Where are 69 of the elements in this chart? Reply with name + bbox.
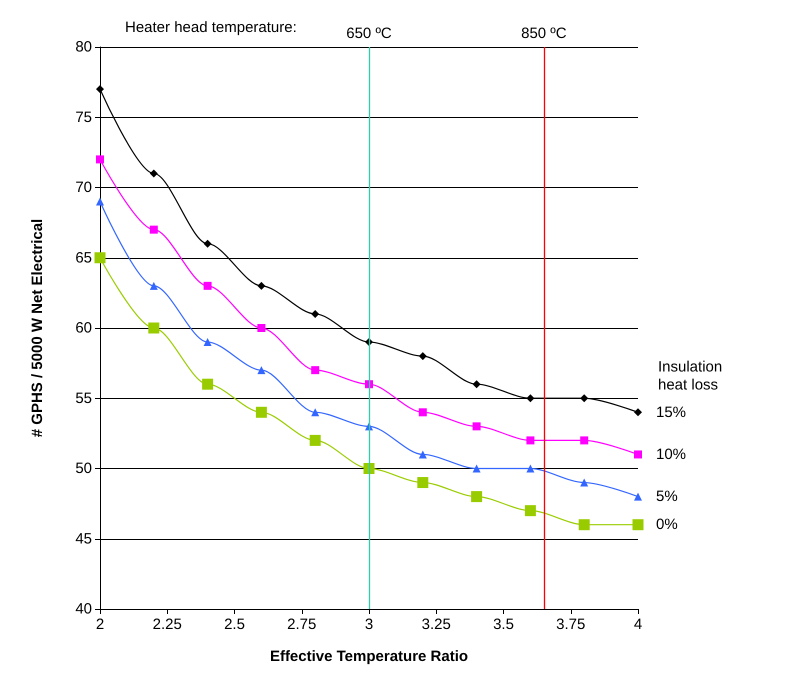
point xyxy=(472,422,481,430)
y-tick-label: 45 xyxy=(75,530,92,548)
y-tick-label: 40 xyxy=(75,600,92,618)
point xyxy=(257,282,266,290)
point xyxy=(580,478,588,487)
ref-line-label: 650 ºC xyxy=(346,25,392,42)
x-tick-label: 2.5 xyxy=(224,616,245,633)
point xyxy=(632,519,644,530)
x-tick-label: 2.75 xyxy=(287,616,316,633)
x-tick-label: 2 xyxy=(96,616,104,633)
series-label: 5% xyxy=(656,488,678,506)
point xyxy=(204,282,212,290)
point xyxy=(526,394,534,402)
y-tick-label: 65 xyxy=(75,249,92,266)
x-tick-label: 3.75 xyxy=(556,616,586,633)
point xyxy=(310,434,321,446)
y-tick-label: 55 xyxy=(75,390,92,407)
y-tick-label: 60 xyxy=(75,320,92,336)
point xyxy=(96,198,104,206)
point xyxy=(96,155,104,164)
point xyxy=(202,378,214,390)
point xyxy=(634,450,642,458)
y-tick-label: 75 xyxy=(75,108,92,126)
point xyxy=(150,169,158,178)
point xyxy=(96,85,104,94)
y-tick-label: 80 xyxy=(75,38,92,56)
ref-line-label: 850 ºC xyxy=(521,25,567,42)
point xyxy=(634,492,642,501)
x-tick-label: 3.5 xyxy=(493,616,514,633)
series-label: 0% xyxy=(656,516,678,534)
point xyxy=(472,464,481,472)
point xyxy=(364,463,374,474)
point xyxy=(580,394,588,402)
x-tick-label: 3 xyxy=(364,616,374,633)
series-label: 15% xyxy=(656,404,686,421)
point xyxy=(311,408,320,416)
point xyxy=(204,338,212,346)
point xyxy=(634,408,642,416)
point xyxy=(150,282,158,290)
x-tick-label: 3.25 xyxy=(422,616,451,633)
point xyxy=(148,322,160,334)
point xyxy=(524,505,536,516)
point xyxy=(94,252,106,264)
point xyxy=(418,450,427,458)
point xyxy=(580,436,588,444)
y-axis-title: # GPHS / 5000 W Net Electrical xyxy=(29,218,46,438)
point xyxy=(256,406,267,418)
point xyxy=(417,477,428,488)
point xyxy=(257,366,266,374)
legend-title: Insulation heat loss xyxy=(658,358,722,394)
point xyxy=(471,491,482,502)
point xyxy=(526,436,534,444)
y-tick-label: 50 xyxy=(75,460,92,477)
x-axis-title: Effective Temperature Ratio xyxy=(270,648,468,665)
point xyxy=(526,464,534,472)
point xyxy=(204,240,212,248)
text: Heater head temperature: xyxy=(125,19,297,36)
point xyxy=(311,366,320,374)
point xyxy=(472,380,481,388)
point xyxy=(578,519,590,530)
x-tick-label: 4 xyxy=(634,616,642,633)
point xyxy=(150,226,158,234)
y-tick-label: 70 xyxy=(75,179,92,196)
point xyxy=(311,310,320,318)
series-label: 10% xyxy=(656,446,686,463)
point xyxy=(257,324,266,332)
point xyxy=(418,408,427,416)
x-tick-label: 2.25 xyxy=(152,616,182,633)
point xyxy=(418,352,427,360)
